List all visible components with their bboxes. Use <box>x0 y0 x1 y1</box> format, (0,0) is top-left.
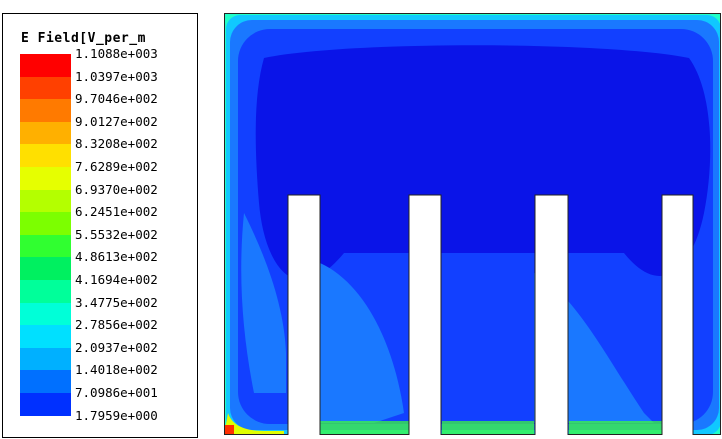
legend-tick-label: 3.4775e+002 <box>75 294 158 310</box>
legend-tick-label: 2.7856e+002 <box>75 317 158 333</box>
legend-swatch <box>20 189 71 213</box>
conductor-finger-4 <box>662 195 693 435</box>
legend-title: E Field[V_per_m <box>21 31 146 46</box>
legend-swatch <box>20 167 71 191</box>
color-legend: E Field[V_per_m 1.1088e+003 1.0397e+003 9.… <box>2 13 198 438</box>
field-bottom-green-1 <box>320 421 409 435</box>
field-bottom-edge <box>224 413 284 435</box>
plot-outline <box>224 13 721 435</box>
legend-swatch <box>20 76 71 100</box>
legend-tick-label: 6.2451e+002 <box>75 204 158 220</box>
field-light-lobe-left <box>320 263 404 423</box>
legend-swatch <box>20 121 71 145</box>
legend-swatch <box>20 280 71 304</box>
field-plot <box>224 13 721 435</box>
legend-swatch <box>20 234 71 258</box>
legend-swatch <box>20 257 71 281</box>
conductor-finger-3 <box>535 195 568 435</box>
legend-tick-label: 6.9370e+002 <box>75 181 158 197</box>
legend-tick-label: 9.7046e+002 <box>75 91 158 107</box>
field-bottom-green-3 <box>569 421 662 435</box>
legend-tick-label: 7.0986e+001 <box>75 385 158 400</box>
legend-tick-label: 5.5532e+002 <box>75 226 158 242</box>
legend-tick-label: 2.0937e+002 <box>75 339 158 355</box>
legend-tick-label: 4.8613e+002 <box>75 249 158 265</box>
legend-tick-label: 1.0397e+003 <box>75 68 158 84</box>
field-corner-hot <box>224 425 234 435</box>
legend-swatch <box>20 212 71 236</box>
field-dark-lobe <box>241 213 286 393</box>
legend-tick-label: 1.4018e+002 <box>75 362 158 378</box>
legend-tick-label: 7.6289e+002 <box>75 159 158 174</box>
legend-swatch <box>20 302 71 326</box>
legend-swatch <box>20 325 71 349</box>
legend-swatch <box>20 144 71 168</box>
legend-tick-label: 8.3208e+002 <box>75 136 158 152</box>
legend-tick-label: 9.0127e+002 <box>75 113 158 129</box>
conductor-finger-2 <box>409 195 441 435</box>
field-dark-region <box>255 45 711 281</box>
legend-tick-label: 4.1694e+002 <box>75 272 158 287</box>
legend-swatch <box>20 54 71 78</box>
legend-swatch <box>20 347 71 371</box>
legend-swatch <box>20 393 71 417</box>
legend-swatch <box>20 370 71 394</box>
field-bottom-green-2 <box>442 421 534 435</box>
conductor-finger-1 <box>288 195 320 435</box>
legend-tick-label: 1.1088e+003 <box>75 46 158 61</box>
legend-swatch <box>20 99 71 123</box>
legend-tick-label: 1.7959e+000 <box>75 407 158 423</box>
